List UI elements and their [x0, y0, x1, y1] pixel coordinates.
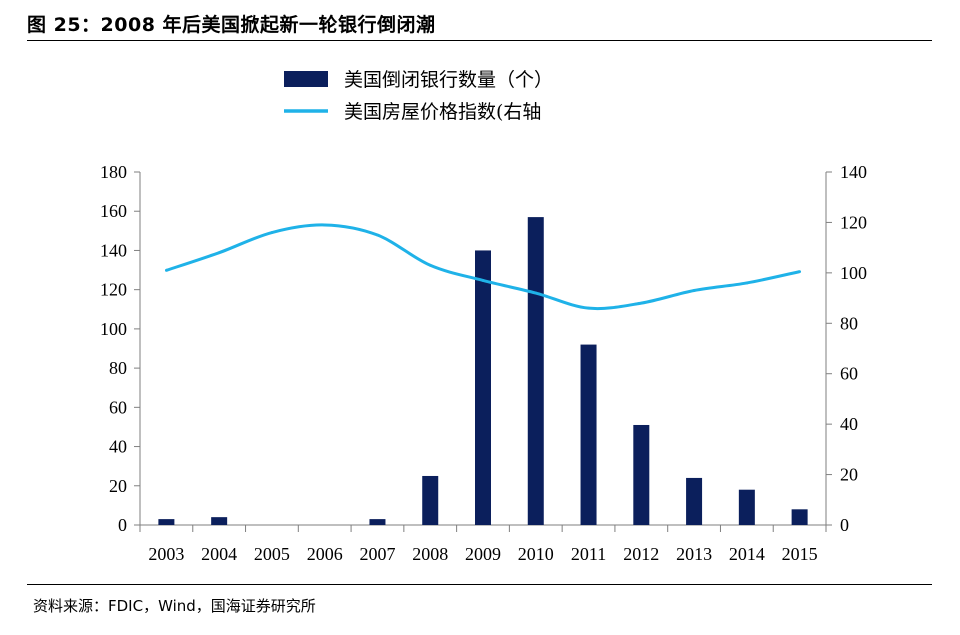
- x-axis-tick-label: 2003: [148, 544, 184, 564]
- bar-2013: [686, 477, 703, 525]
- legend-bar-swatch: [284, 71, 328, 87]
- bar-2003: [158, 519, 175, 525]
- line-point-2004: [217, 251, 221, 255]
- line-point-2009: [481, 279, 485, 282]
- legend-line-label: 美国房屋价格指数(右轴: [344, 101, 541, 123]
- title-row: 图 25：2008 年后美国掀起新一轮银行倒闭潮: [27, 10, 932, 41]
- x-axis-tick-label: 2014: [729, 544, 765, 564]
- right-axis-tick-label: 40: [840, 414, 858, 434]
- right-axis-tick-label: 80: [840, 313, 858, 333]
- line-point-2008: [428, 263, 432, 267]
- bar-2014: [738, 489, 755, 525]
- line-series: [164, 223, 802, 311]
- left-axis-tick-label: 160: [100, 201, 127, 221]
- left-axis-tick-label: 0: [118, 515, 127, 535]
- x-axis-tick-label: 2011: [571, 544, 606, 564]
- left-axis-tick-label: 80: [109, 358, 127, 378]
- right-axis-tick-label: 100: [840, 263, 867, 283]
- line-point-2014: [745, 281, 749, 285]
- source-row: 资料来源：FDIC，Wind，国海证券研究所: [27, 584, 932, 615]
- line-point-2007: [376, 233, 379, 237]
- figure-title: 图 25：2008 年后美国掀起新一轮银行倒闭潮: [27, 14, 436, 36]
- left-axis-tick-label: 180: [100, 162, 127, 182]
- bar-2011: [580, 344, 597, 525]
- line-point-2006: [323, 223, 327, 227]
- bar-2008: [422, 475, 439, 525]
- x-axis-tick-label: 2010: [518, 544, 554, 564]
- left-axis-tick-label: 20: [109, 476, 127, 496]
- right-axis-tick-label: 0: [840, 515, 849, 535]
- x-axis-tick-label: 2012: [623, 544, 659, 564]
- line-point-2011: [587, 306, 590, 310]
- figure-source: 资料来源：FDIC，Wind，国海证券研究所: [33, 597, 316, 615]
- x-axis-tick-label: 2008: [412, 544, 448, 564]
- x-axis-tick-label: 2007: [359, 544, 395, 564]
- x-axis-tick-label: 2005: [254, 544, 290, 564]
- bar-2007: [369, 519, 386, 525]
- x-axis-tick-label: 2006: [307, 544, 343, 564]
- bar-2004: [211, 517, 228, 525]
- right-axis-tick-label: 20: [840, 465, 858, 485]
- bar-2010: [527, 217, 544, 525]
- x-axis-tick-label: 2013: [676, 544, 712, 564]
- x-axis-tick-label: 2015: [782, 544, 818, 564]
- x-axis-tick-label: 2009: [465, 544, 501, 564]
- bar-2015: [791, 509, 808, 525]
- line-point-2013: [692, 289, 696, 292]
- line-point-2005: [270, 231, 274, 234]
- bar-2009: [475, 250, 491, 525]
- left-axis-tick-label: 100: [100, 319, 127, 339]
- bars: [158, 217, 808, 525]
- left-axis-tick-label: 120: [100, 280, 127, 300]
- line-point-2012: [639, 301, 643, 305]
- line-point-2010: [534, 291, 538, 295]
- right-axis-tick-label: 120: [840, 212, 867, 232]
- left-axis-tick-label: 60: [109, 397, 127, 417]
- tick-labels: 0 20 40 60 80 100 120 140 160 180 0 20 40 60 80 100 120 1…: [100, 162, 867, 564]
- line-point-2003: [164, 268, 168, 272]
- line-point-2015: [798, 270, 802, 273]
- right-axis-tick-label: 140: [840, 162, 867, 182]
- legend-bar-label: 美国倒闭银行数量（个）: [344, 69, 553, 91]
- legend: 美国倒闭银行数量（个） 美国房屋价格指数(右轴: [284, 69, 553, 123]
- left-axis-tick-label: 140: [100, 240, 127, 260]
- right-axis-tick-label: 60: [840, 364, 858, 384]
- left-axis-tick-label: 40: [109, 437, 127, 457]
- bar-2012: [633, 424, 650, 525]
- x-axis-tick-label: 2004: [201, 544, 237, 564]
